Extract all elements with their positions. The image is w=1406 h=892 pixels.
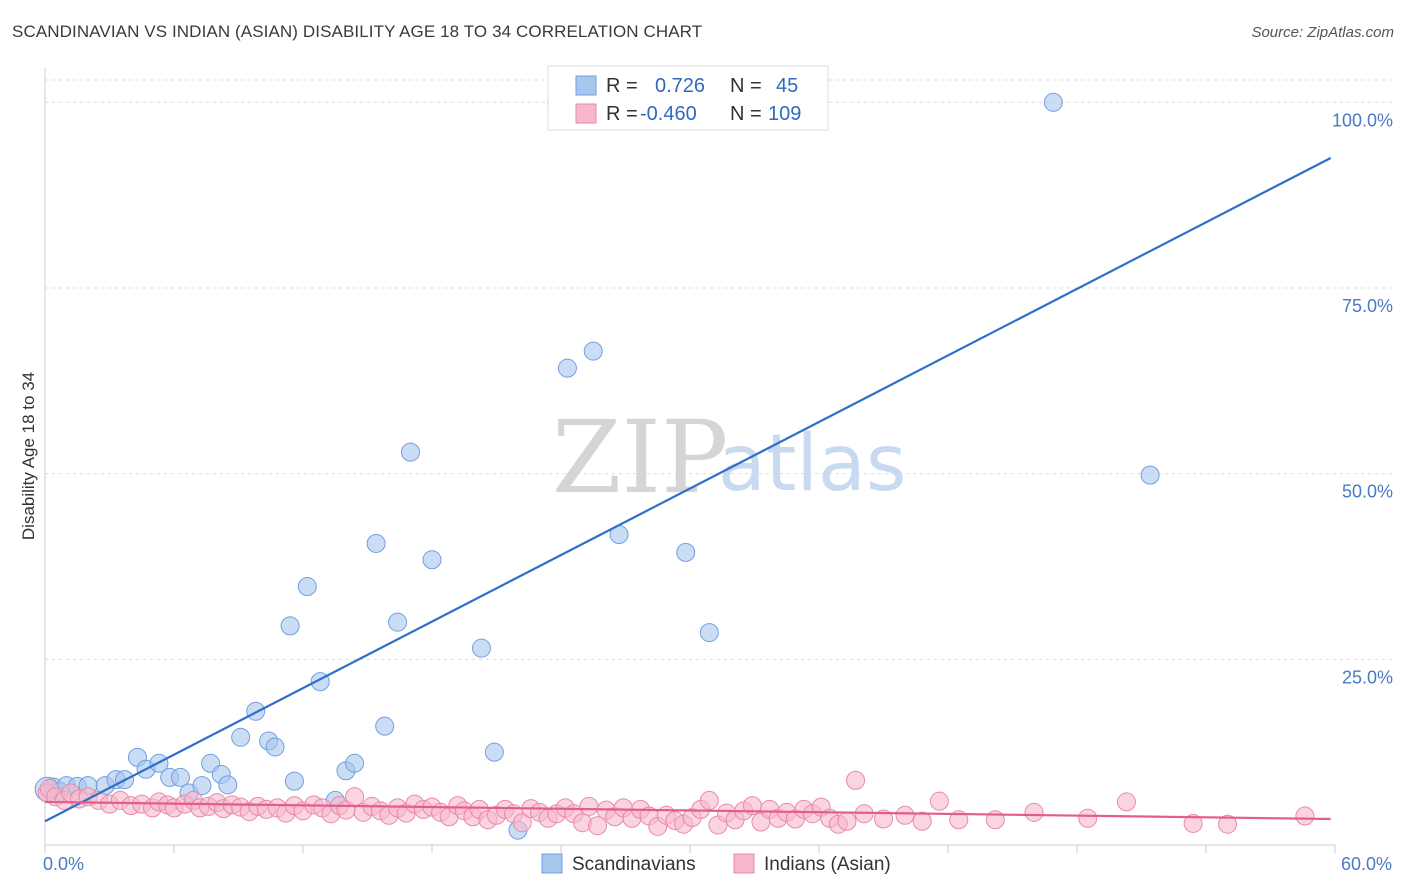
legend-r-value-0: 0.726 xyxy=(655,75,705,97)
scandinavians-trend-line xyxy=(44,157,1332,823)
legend-bottom-label-scandinavians: Scandinavians xyxy=(572,854,696,875)
scandinavians-point-23 xyxy=(280,616,300,636)
legend-swatch-scandinavians xyxy=(575,75,597,96)
trend-lines xyxy=(44,157,1332,823)
x-tick-label-1: 60.0% xyxy=(1341,854,1392,874)
indians-point-104 xyxy=(1078,808,1098,828)
scandinavians-point-36 xyxy=(484,742,504,762)
legend-r-label-1: R = xyxy=(606,103,638,125)
indians-point-95 xyxy=(846,770,866,790)
y-tick-label-2: 75.0% xyxy=(1342,296,1393,316)
scandinavians-point-33 xyxy=(401,442,420,462)
indians-point-36 xyxy=(345,787,365,807)
indians-point-64 xyxy=(579,796,599,816)
legend-r-label-0: R = xyxy=(606,75,638,97)
scandinavians-point-22 xyxy=(265,737,285,757)
series-legend: Scandinavians Indians (Asian) xyxy=(541,853,891,875)
indians-point-103 xyxy=(1024,802,1044,822)
legend-n-value-0: 45 xyxy=(776,75,798,97)
axes xyxy=(44,68,1336,853)
indians-point-101 xyxy=(949,810,969,830)
indians-point-98 xyxy=(895,805,915,825)
indians-point-99 xyxy=(912,811,932,831)
indians-trend-line xyxy=(44,800,1331,821)
scandinavians-point-30 xyxy=(366,533,386,553)
legend-bottom-swatch-indians xyxy=(733,853,755,874)
legend-bottom-label-indians: Indians (Asian) xyxy=(764,854,891,875)
indians-point-65 xyxy=(588,816,608,836)
indians-point-97 xyxy=(874,809,893,829)
watermark-atlas: atlas xyxy=(718,419,907,509)
scandinavians-point-42 xyxy=(676,542,696,562)
chart-source: Source: ZipAtlas.com xyxy=(1251,24,1394,41)
indians-point-105 xyxy=(1116,792,1136,812)
legend-n-label-0: N = xyxy=(730,75,762,97)
scandinavians-point-29 xyxy=(345,753,365,773)
scandinavians-point-34 xyxy=(422,550,442,570)
correlation-legend: R = 0.726 N = 45 R = -0.460 N = 109 xyxy=(547,65,829,131)
scandinavians-point-35 xyxy=(471,638,491,658)
y-tick-label-3: 100.0% xyxy=(1332,110,1393,130)
scandinavians-point-18 xyxy=(218,775,238,795)
indians-point-108 xyxy=(1295,806,1315,826)
scandinavians-point-25 xyxy=(297,577,317,597)
indians-point-100 xyxy=(929,791,949,811)
scandinavians-point-32 xyxy=(388,612,408,632)
legend-swatch-indians xyxy=(575,103,597,124)
chart-title: SCANDINAVIAN VS INDIAN (ASIAN) DISABILIT… xyxy=(12,22,703,41)
x-tick-label-0: 0.0% xyxy=(43,854,84,874)
indians-point-94 xyxy=(837,811,857,831)
indians-point-56 xyxy=(512,813,532,833)
scandinavians-point-43 xyxy=(699,623,719,643)
legend-n-value-1: 109 xyxy=(768,103,801,125)
scandinavians-point-31 xyxy=(375,716,395,736)
gridlines xyxy=(45,79,1392,660)
y-tick-label-1: 50.0% xyxy=(1342,482,1393,502)
indians-asian-points xyxy=(37,770,1315,836)
y-tick-label-0: 25.0% xyxy=(1342,667,1393,687)
legend-n-label-1: N = xyxy=(730,103,762,125)
scandinavians-point-15 xyxy=(192,776,212,796)
scandinavians-point-45 xyxy=(1140,465,1160,485)
legend-r-value-1: -0.460 xyxy=(640,103,697,125)
scandinavians-point-19 xyxy=(231,727,251,747)
x-tick-labels: 0.0% 60.0% xyxy=(43,854,1392,874)
y-axis-label: Disability Age 18 to 34 xyxy=(19,372,38,540)
scandinavians-point-44 xyxy=(1043,92,1063,112)
watermark-zip: ZIP xyxy=(552,399,728,516)
scandinavians-point-40 xyxy=(583,341,603,361)
y-tick-labels: 25.0% 50.0% 75.0% 100.0% xyxy=(1332,110,1393,687)
scandinavians-point-24 xyxy=(284,771,304,791)
legend-bottom-swatch-scandinavians xyxy=(541,853,563,874)
scandinavians-point-39 xyxy=(557,358,577,378)
indians-point-107 xyxy=(1218,814,1237,834)
indians-point-106 xyxy=(1183,813,1203,833)
scandinavians-point-13 xyxy=(170,767,190,787)
indians-point-78 xyxy=(699,790,719,810)
